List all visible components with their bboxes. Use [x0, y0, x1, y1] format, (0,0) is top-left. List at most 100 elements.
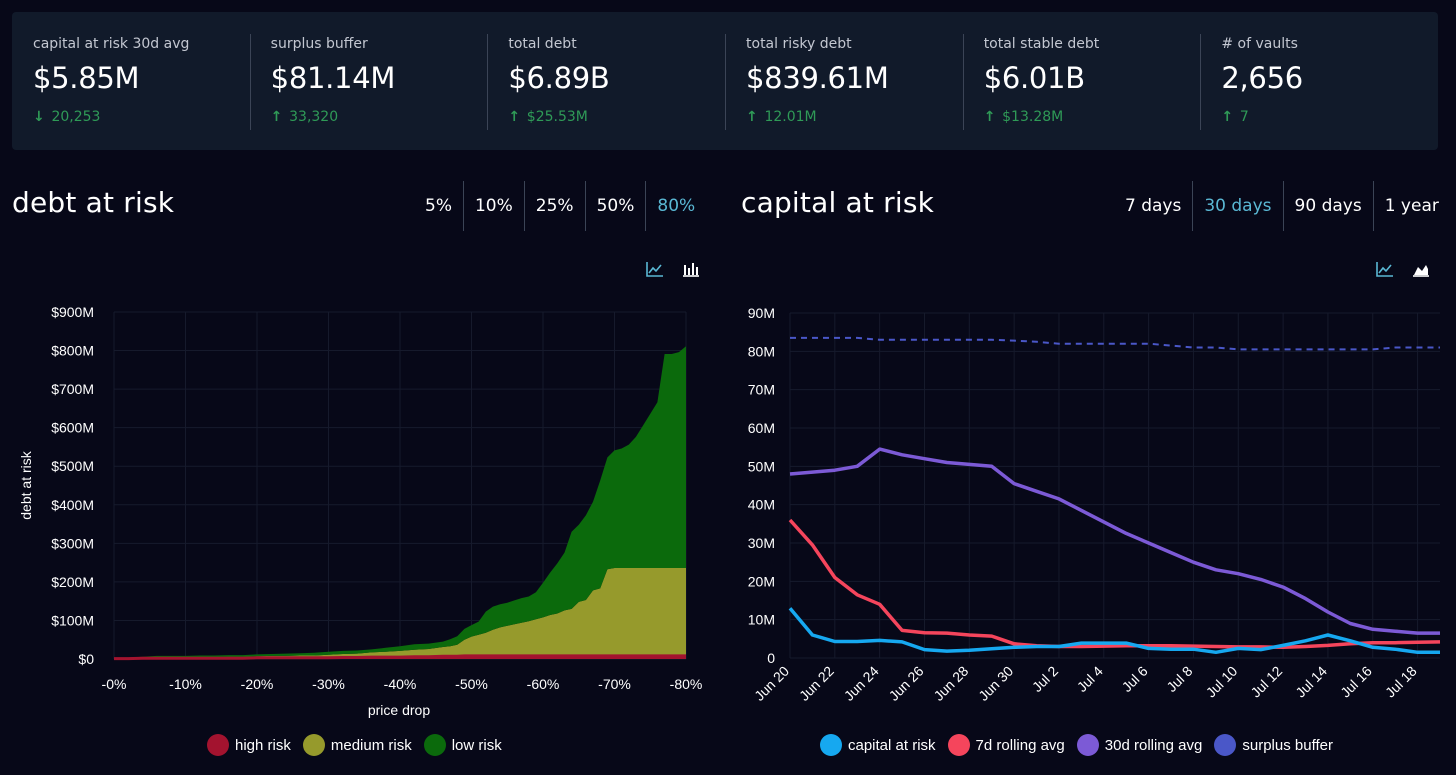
line-7d-rolling-avg	[788, 518, 1441, 650]
legend-item-low-risk[interactable]: low risk	[423, 734, 502, 756]
capital-chart-legend: capital at risk 7d rolling avg 30d rolli…	[820, 734, 1345, 756]
x-tick-label: -0%	[102, 676, 127, 692]
arrow-up-icon: ↑	[1221, 109, 1234, 125]
stat-change-value: 20,253	[51, 109, 101, 125]
stat-value: $6.01B	[983, 61, 1085, 95]
tab-7-days[interactable]: 7 days	[1125, 196, 1182, 216]
stat-value: $5.85M	[33, 61, 140, 95]
legend-label: 30d rolling avg	[1104, 736, 1203, 754]
x-tick-label: -70%	[598, 676, 631, 692]
x-tick-label: Jul 16	[1337, 663, 1375, 701]
tab-1-year[interactable]: 1 year	[1372, 181, 1450, 231]
x-tick-label: -40%	[384, 676, 417, 692]
legend-swatch	[1076, 734, 1099, 756]
arrow-up-icon: ↑	[746, 109, 758, 125]
stat-value: $839.61M	[746, 61, 889, 95]
y-axis-label: debt at risk	[18, 450, 34, 519]
legend-item-surplus-buffer[interactable]: surplus buffer	[1214, 734, 1333, 756]
legend-item-medium-risk[interactable]: medium risk	[302, 734, 412, 756]
stat-label: total stable debt	[983, 36, 1100, 52]
debt-threshold-tabs: 5% 10% 25% 50% 80%	[414, 181, 706, 231]
y-tick-label: $800M	[51, 343, 94, 359]
x-tick-label: Jun 22	[796, 663, 837, 704]
line-chart-icon[interactable]	[1376, 261, 1394, 277]
stat-change: ↑ 33,320	[271, 109, 488, 125]
stat-change-value: $25.53M	[526, 109, 588, 125]
area-medium-risk	[114, 568, 686, 659]
y-tick-label: $900M	[51, 304, 94, 320]
stat-change-value: 7	[1239, 109, 1249, 125]
stat-change: ↓ 20,253	[33, 109, 250, 125]
tab-50-percent[interactable]: 50%	[584, 181, 646, 231]
stat-surplus-buffer: surplus buffer $81.14M ↑ 33,320	[249, 12, 488, 150]
x-tick-label: -50%	[455, 676, 488, 692]
y-tick-label: 60M	[748, 420, 775, 436]
debt-at-risk-chart: $0 $100M $200M $300M $400M $500M $600M $700M $80…	[18, 304, 703, 718]
area-chart-icon[interactable]	[1412, 261, 1430, 277]
legend-item-7d-rolling-avg[interactable]: 7d rolling avg	[947, 734, 1065, 756]
stats-bar: capital at risk 30d avg $5.85M ↓ 20,253 …	[12, 12, 1438, 150]
line-high-risk	[114, 654, 686, 661]
y-tick-label: 40M	[748, 497, 775, 513]
legend-item-high-risk[interactable]: high risk	[207, 734, 291, 756]
tab-25-percent[interactable]: 25%	[523, 181, 585, 231]
stat-change: ↑ $25.53M	[508, 109, 725, 125]
x-tick-label: -80%	[670, 676, 703, 692]
legend-item-capital-at-risk[interactable]: capital at risk	[820, 734, 936, 756]
x-tick-label: Jul 8	[1163, 663, 1195, 695]
debt-panel-title: debt at risk	[12, 186, 175, 219]
x-tick-label: Jul 2	[1029, 663, 1061, 695]
legend-label: surplus buffer	[1242, 736, 1333, 754]
x-tick-label: Jun 30	[975, 663, 1016, 704]
y-tick-label: 80M	[748, 343, 775, 359]
x-axis-label: price drop	[368, 702, 430, 718]
y-tick-label: 70M	[748, 382, 775, 398]
y-tick-label: 0	[767, 650, 775, 666]
y-tick-label: $600M	[51, 420, 94, 436]
bar-chart-icon[interactable]	[682, 261, 700, 277]
x-tick-label: -60%	[527, 676, 560, 692]
legend-label: capital at risk	[848, 736, 936, 754]
line-30d-rolling-avg	[789, 447, 1440, 635]
stat-value: 2,656	[1221, 61, 1303, 95]
x-tick-label: Jul 10	[1203, 663, 1241, 701]
y-tick-label: 10M	[748, 612, 775, 628]
tab-5-percent[interactable]: 5%	[425, 196, 452, 216]
stat-vault-count: # of vaults 2,656 ↑ 7	[1200, 12, 1438, 150]
legend-label: low risk	[451, 736, 502, 754]
y-tick-label: $0	[78, 651, 94, 667]
stat-total-debt: total debt $6.89B ↑ $25.53M	[487, 12, 725, 150]
line-chart-icon[interactable]	[646, 261, 664, 277]
stat-change: ↑ $13.28M	[984, 109, 1201, 125]
y-tick-label: 50M	[748, 458, 775, 474]
stat-total-stable-debt: total stable debt $6.01B ↑ $13.28M	[962, 12, 1201, 150]
legend-label: medium risk	[330, 736, 412, 754]
x-tick-label: -20%	[241, 676, 274, 692]
tab-90-days[interactable]: 90 days	[1282, 181, 1373, 231]
tab-30-days[interactable]: 30 days	[1192, 181, 1282, 231]
stat-value: $6.89B	[508, 61, 610, 95]
x-tick-label: Jul 6	[1119, 663, 1151, 695]
x-tick-label: Jun 28	[930, 663, 971, 704]
y-tick-label: 30M	[748, 535, 775, 551]
legend-label: 7d rolling avg	[975, 736, 1065, 754]
x-tick-label: Jul 18	[1382, 663, 1420, 701]
arrow-up-icon: ↑	[270, 109, 283, 125]
y-tick-label: 90M	[748, 305, 775, 321]
x-tick-label: Jun 20	[751, 663, 792, 704]
y-tick-label: $100M	[51, 612, 94, 628]
stat-capital-at-risk: capital at risk 30d avg $5.85M ↓ 20,253	[12, 12, 250, 150]
stat-change-value: 12.01M	[764, 109, 817, 125]
tab-10-percent[interactable]: 10%	[462, 181, 524, 231]
legend-item-30d-rolling-avg[interactable]: 30d rolling avg	[1076, 734, 1203, 756]
legend-swatch	[302, 734, 325, 756]
legend-swatch	[423, 734, 446, 756]
legend-swatch	[820, 734, 842, 756]
x-tick-label: -30%	[312, 676, 345, 692]
capital-period-tabs: 7 days 30 days 90 days 1 year	[1114, 181, 1450, 231]
y-tick-label: $400M	[51, 497, 94, 513]
stat-total-risky-debt: total risky debt $839.61M ↑ 12.01M	[725, 12, 963, 150]
x-tick-label: Jul 12	[1247, 663, 1285, 701]
x-tick-label: Jun 24	[841, 663, 882, 704]
tab-80-percent[interactable]: 80%	[645, 181, 706, 231]
